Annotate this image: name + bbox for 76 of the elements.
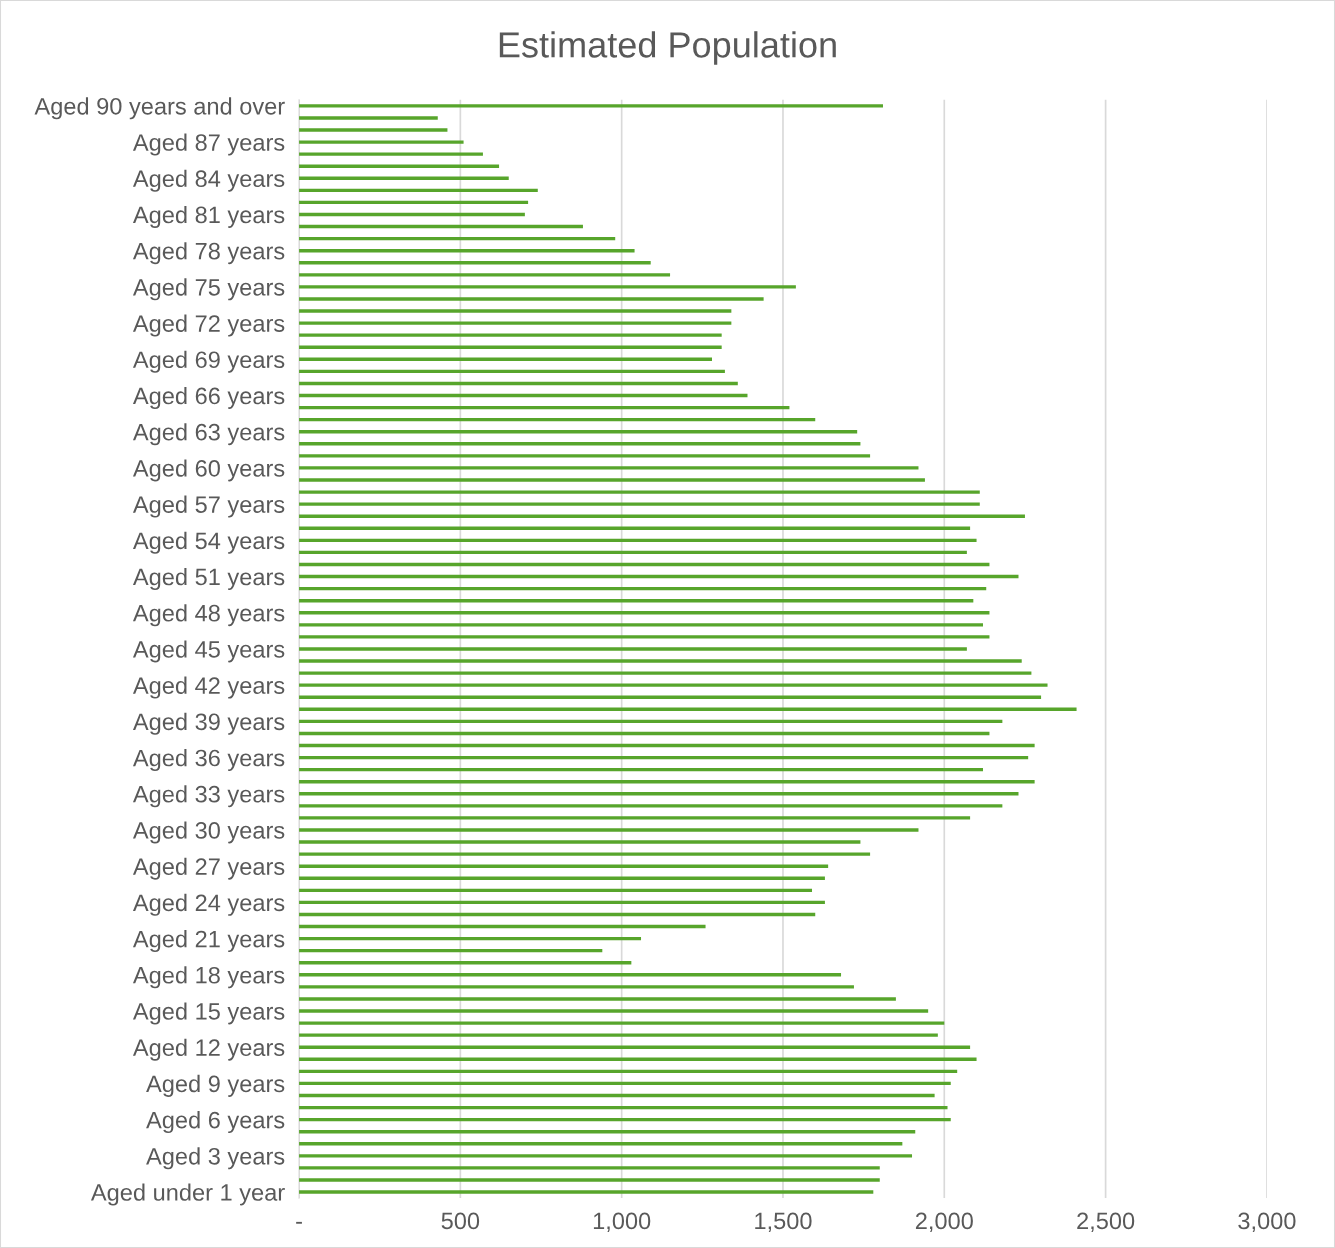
bar bbox=[299, 1009, 929, 1013]
bar bbox=[299, 623, 983, 627]
y-tick-label: Aged under 1 year bbox=[90, 1183, 285, 1206]
x-tick-label: 1,500 bbox=[755, 1212, 812, 1233]
bar bbox=[299, 852, 871, 856]
y-tick-label: Aged 78 years bbox=[132, 242, 285, 265]
bar bbox=[299, 309, 732, 313]
y-tick-label: Aged 3 years bbox=[146, 1147, 285, 1170]
y-tick-label: Aged 12 years bbox=[132, 1038, 285, 1061]
y-tick-label: Aged 6 years bbox=[146, 1111, 285, 1134]
bar bbox=[299, 985, 854, 989]
bar bbox=[299, 840, 861, 844]
bar bbox=[299, 285, 796, 289]
bar bbox=[299, 1154, 913, 1158]
bar bbox=[299, 1190, 874, 1194]
y-tick-label: Aged 15 years bbox=[132, 1002, 285, 1025]
bar bbox=[299, 140, 464, 144]
bar bbox=[299, 828, 919, 832]
y-tick-label: Aged 45 years bbox=[132, 640, 285, 663]
bar bbox=[299, 297, 764, 301]
x-tick-label: 500 bbox=[441, 1212, 480, 1230]
bar bbox=[299, 104, 883, 108]
y-tick-label: Aged 51 years bbox=[132, 567, 285, 590]
bar bbox=[299, 1021, 945, 1025]
y-tick-label: Aged 9 years bbox=[146, 1074, 285, 1097]
bar bbox=[299, 128, 448, 132]
bar bbox=[299, 647, 967, 651]
y-tick-label: Aged 54 years bbox=[132, 531, 285, 554]
bar bbox=[299, 273, 671, 277]
bar bbox=[299, 490, 980, 494]
bar bbox=[299, 997, 896, 1001]
x-tick-label: - bbox=[296, 1221, 302, 1224]
x-tick-label: 2,000 bbox=[915, 1212, 973, 1233]
y-tick-label: Aged 75 years bbox=[132, 278, 285, 301]
y-tick-label: Aged 39 years bbox=[132, 712, 285, 735]
y-tick-label: Aged 57 years bbox=[132, 495, 285, 518]
y-tick-label: Aged 72 years bbox=[132, 314, 285, 337]
y-tick-label: Aged 42 years bbox=[132, 676, 285, 699]
bar bbox=[299, 683, 1048, 687]
y-tick-label: Aged 30 years bbox=[132, 821, 285, 844]
bar bbox=[299, 659, 1022, 663]
bar bbox=[299, 1166, 880, 1170]
x-tick-label: 3,000 bbox=[1238, 1212, 1296, 1233]
bar bbox=[299, 454, 871, 458]
y-tick-label: Aged 81 years bbox=[132, 205, 285, 228]
y-tick-label: Aged 84 years bbox=[132, 169, 285, 192]
bar bbox=[299, 1178, 880, 1182]
y-tick-label: Aged 27 years bbox=[132, 857, 285, 880]
bar bbox=[299, 152, 483, 156]
y-tick-label: Aged 21 years bbox=[132, 930, 285, 953]
y-tick-label: Aged 60 years bbox=[132, 459, 285, 482]
y-tick-label: Aged 90 years and over bbox=[34, 97, 285, 120]
bar bbox=[299, 671, 1032, 675]
y-tick-label: Aged 63 years bbox=[132, 423, 285, 446]
y-tick-label: Aged 69 years bbox=[132, 350, 285, 373]
bar bbox=[299, 804, 1003, 808]
bar bbox=[299, 333, 722, 337]
bar bbox=[299, 1033, 938, 1037]
bar bbox=[299, 478, 925, 482]
y-tick-label: Aged 18 years bbox=[132, 966, 285, 989]
bar bbox=[299, 973, 842, 977]
y-tick-label: Aged 66 years bbox=[132, 386, 285, 409]
y-tick-label: Aged 33 years bbox=[132, 785, 285, 808]
y-tick-label: Aged 24 years bbox=[132, 893, 285, 916]
bar bbox=[299, 466, 919, 470]
bar bbox=[299, 321, 732, 325]
y-tick-label: Aged 36 years bbox=[132, 749, 285, 772]
y-tick-label: Aged 48 years bbox=[132, 604, 285, 627]
y-tick-label: Aged 87 years bbox=[132, 133, 285, 156]
x-tick-label: 2,500 bbox=[1077, 1212, 1135, 1233]
bar bbox=[299, 816, 971, 820]
bar bbox=[299, 635, 990, 639]
x-tick-label: 1,000 bbox=[593, 1212, 651, 1233]
chart-title: Estimated Population bbox=[499, 31, 836, 65]
bar bbox=[299, 502, 980, 506]
bar bbox=[299, 116, 438, 120]
